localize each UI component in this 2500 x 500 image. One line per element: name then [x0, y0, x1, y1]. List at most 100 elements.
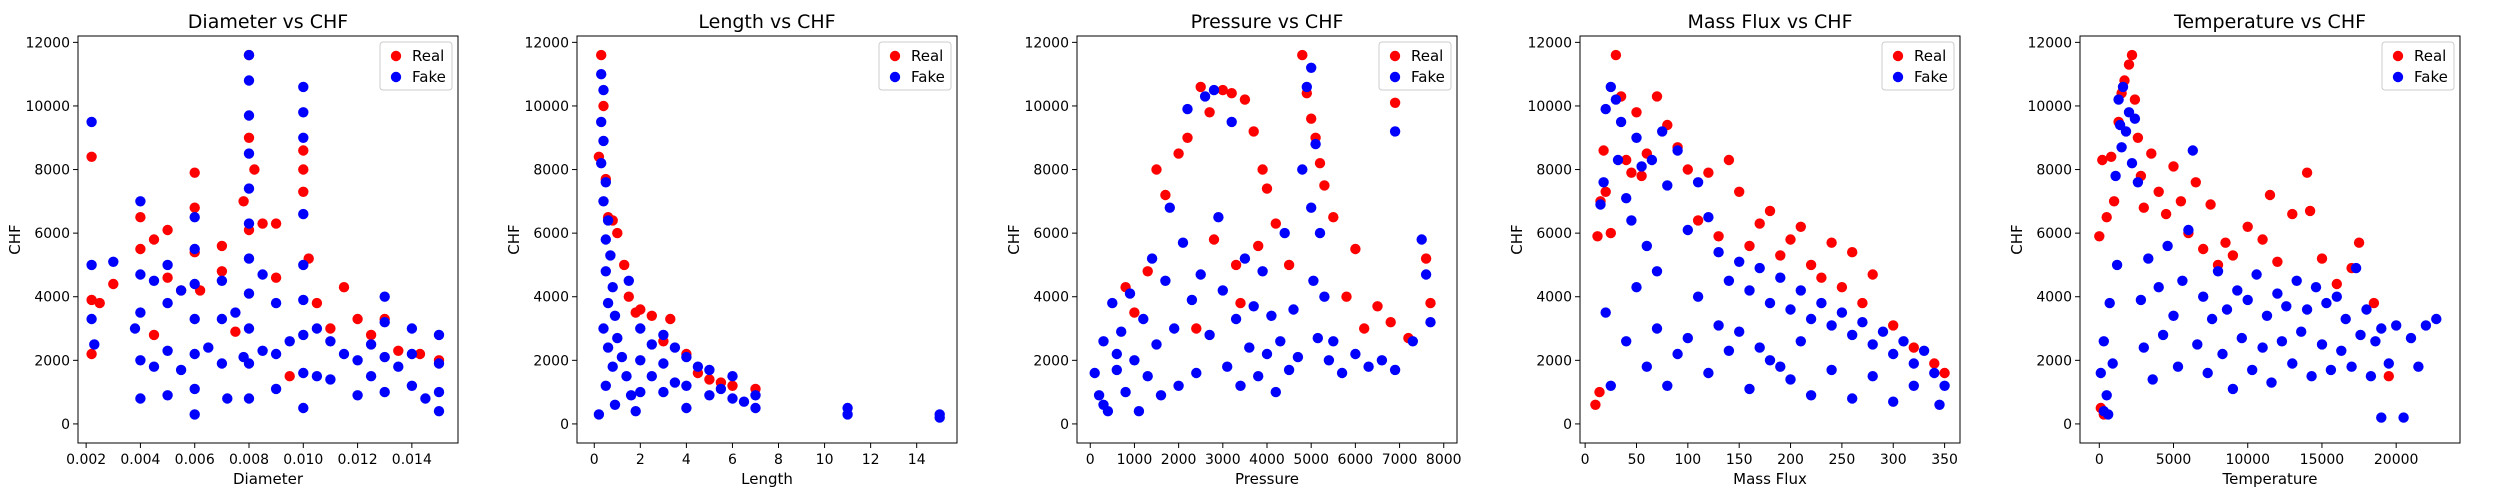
- data-point-real: [1847, 247, 1858, 258]
- data-point-real: [2227, 250, 2239, 261]
- data-point-real: [1129, 307, 1140, 318]
- data-point-fake: [189, 212, 200, 223]
- data-point-fake: [2232, 285, 2243, 296]
- data-point-fake: [1682, 224, 1694, 236]
- x-tick-label: 3000: [1205, 452, 1241, 468]
- data-point-real: [596, 49, 607, 61]
- data-point-fake: [2116, 142, 2127, 153]
- x-tick-label: 0.002: [66, 452, 106, 468]
- data-point-real: [1248, 126, 1259, 137]
- data-point-real: [1610, 49, 1622, 61]
- y-tick-label: 12000: [1024, 35, 1069, 51]
- data-point-real: [1600, 186, 1611, 197]
- data-point-fake: [1908, 358, 1920, 369]
- data-point-fake: [600, 266, 611, 277]
- data-point-real: [598, 100, 609, 112]
- data-point-real: [1692, 215, 1704, 226]
- data-point-fake: [1248, 301, 1259, 312]
- data-point-real: [270, 218, 282, 229]
- data-point-real: [1805, 259, 1817, 271]
- data-point-real: [1151, 164, 1162, 175]
- legend-marker: [1892, 71, 1904, 83]
- data-point-fake: [2095, 367, 2106, 379]
- data-point-fake: [1857, 317, 1868, 328]
- data-point-fake: [2098, 336, 2109, 347]
- data-point-real: [189, 202, 200, 213]
- y-tick-label: 12000: [2027, 35, 2072, 51]
- data-point-fake: [1723, 275, 1735, 286]
- data-point-real: [135, 243, 146, 255]
- x-axis-label: Mass Flux: [1733, 470, 1807, 488]
- data-point-fake: [2287, 358, 2298, 369]
- data-point-fake: [1204, 329, 1215, 341]
- data-point-fake: [1208, 84, 1220, 96]
- chart-title: Pressure vs CHF: [1191, 11, 1344, 33]
- plot-frame: [576, 35, 958, 444]
- legend-marker: [2392, 71, 2404, 83]
- data-point-real: [86, 294, 97, 306]
- data-point-real: [249, 164, 260, 175]
- data-point-real: [1888, 320, 1899, 331]
- data-point-fake: [2192, 339, 2203, 350]
- data-point-fake: [1425, 317, 1436, 328]
- data-point-fake: [1116, 326, 1127, 337]
- data-point-fake: [1795, 285, 1807, 296]
- data-point-real: [1836, 282, 1848, 293]
- data-point-fake: [2413, 361, 2424, 372]
- data-point-real: [1350, 243, 1361, 255]
- data-point-fake: [2103, 409, 2114, 420]
- legend: Real Fake: [878, 41, 952, 91]
- data-point-real: [1744, 240, 1755, 252]
- data-point-real: [2132, 132, 2144, 143]
- data-point-fake: [1918, 345, 1930, 356]
- data-point-fake: [1805, 313, 1817, 325]
- data-point-fake: [1235, 380, 1246, 391]
- legend-label: Fake: [1914, 68, 1948, 86]
- y-tick-label: 8000: [533, 163, 569, 179]
- data-point-real: [135, 212, 146, 223]
- data-point-fake: [2162, 240, 2173, 252]
- data-point-real: [1341, 291, 1352, 302]
- data-point-real: [1682, 164, 1694, 175]
- data-point-fake: [406, 323, 418, 334]
- legend-marker: [1389, 71, 1401, 83]
- data-point-fake: [433, 406, 445, 417]
- chart-title: Length vs CHF: [698, 11, 835, 33]
- data-point-fake: [2107, 358, 2118, 369]
- data-point-fake: [635, 355, 646, 366]
- data-point-fake: [1605, 380, 1617, 391]
- data-point-real: [1723, 154, 1735, 166]
- data-point-real: [1319, 180, 1330, 191]
- data-point-real: [1239, 94, 1251, 105]
- y-tick-label: 6000: [2036, 226, 2072, 242]
- data-point-real: [2094, 231, 2105, 242]
- data-point-fake: [1177, 237, 1189, 248]
- data-point-fake: [598, 135, 609, 147]
- data-point-fake: [1805, 390, 1817, 401]
- x-tick-label: 0.004: [120, 452, 160, 468]
- data-point-fake: [230, 307, 241, 318]
- data-point-fake: [2212, 266, 2224, 277]
- y-tick-label: 0: [1060, 417, 1069, 433]
- plot-frame: [1076, 35, 1458, 444]
- y-tick-label: 0: [61, 417, 70, 433]
- data-point-fake: [1363, 361, 1374, 372]
- data-point-fake: [1226, 116, 1237, 128]
- data-point-fake: [1867, 371, 1878, 382]
- data-point-fake: [1275, 336, 1286, 347]
- data-point-real: [1306, 113, 1317, 124]
- data-point-fake: [596, 69, 607, 80]
- data-point-real: [1204, 107, 1215, 118]
- data-point-fake: [1239, 253, 1251, 264]
- data-point-fake: [1182, 103, 1193, 115]
- data-point-real: [1590, 399, 1601, 410]
- data-point-fake: [1775, 272, 1786, 283]
- data-point-fake: [658, 386, 669, 398]
- data-point-fake: [621, 371, 632, 382]
- data-point-fake: [175, 364, 187, 376]
- data-point-fake: [934, 412, 945, 423]
- data-point-fake: [2355, 329, 2366, 341]
- data-point-fake: [2365, 371, 2377, 382]
- data-point-fake: [243, 253, 255, 264]
- data-point-fake: [1389, 364, 1401, 376]
